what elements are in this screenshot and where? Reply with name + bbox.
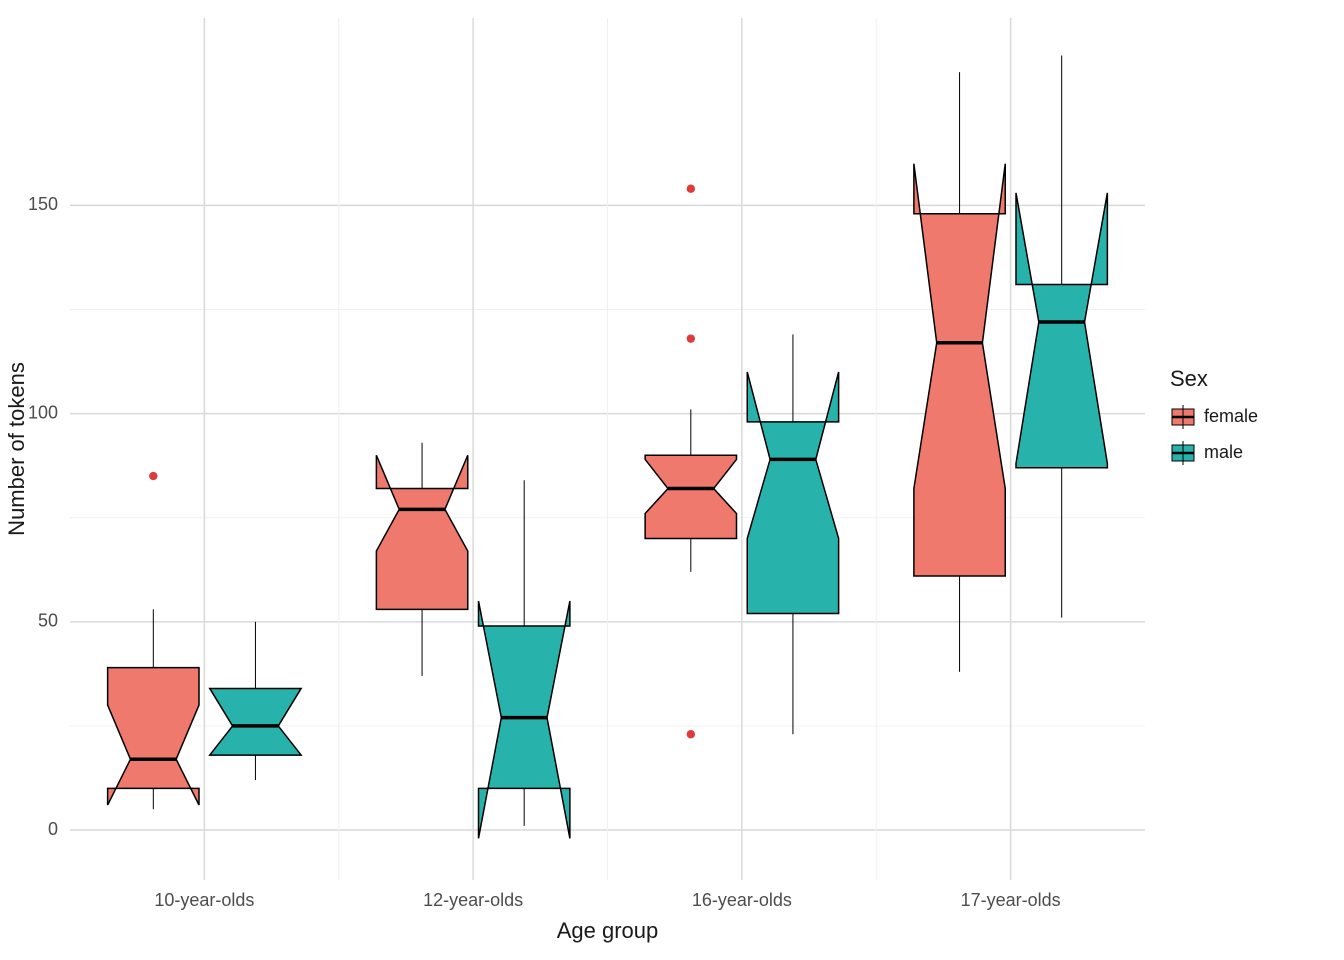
x-axis-title: Age group [557,918,659,943]
boxplot-chart: 0 50 100 150 10-year-olds 12-year-olds 16-year… [0,0,1344,960]
legend-label: female [1204,406,1258,426]
outlier-point [687,334,695,342]
outlier-point [687,730,695,738]
box-female [108,668,199,805]
outlier-point [149,472,157,480]
ytick-label: 100 [28,402,58,422]
legend-label: male [1204,442,1243,462]
xtick-label: 12-year-olds [423,890,523,910]
legend-title: Sex [1170,366,1208,391]
y-axis-title: Number of tokens [4,362,29,536]
outlier-point [687,185,695,193]
xtick-label: 16-year-olds [692,890,792,910]
ytick-label: 150 [28,194,58,214]
ytick-label: 0 [48,819,58,839]
ytick-label: 50 [38,611,58,631]
xtick-label: 10-year-olds [154,890,254,910]
xtick-label: 17-year-olds [961,890,1061,910]
